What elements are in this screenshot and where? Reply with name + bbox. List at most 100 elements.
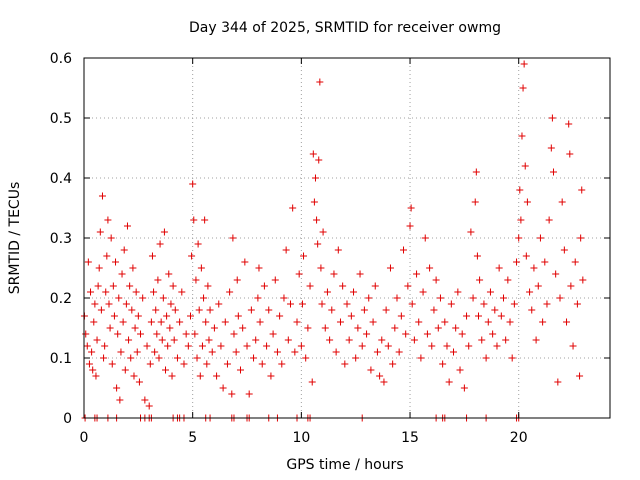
data-point xyxy=(473,252,481,260)
data-point xyxy=(298,300,306,308)
data-point xyxy=(101,342,109,350)
data-point xyxy=(423,330,431,338)
data-point xyxy=(102,288,110,296)
data-point xyxy=(510,300,518,308)
data-point xyxy=(336,318,344,326)
data-point xyxy=(447,300,455,308)
data-point xyxy=(415,318,423,326)
data-point xyxy=(315,156,323,164)
data-point xyxy=(164,342,172,350)
data-point xyxy=(126,282,134,290)
data-point xyxy=(556,294,564,302)
data-point xyxy=(159,294,167,302)
x-tick-label: 5 xyxy=(188,430,197,446)
data-point xyxy=(82,330,90,338)
data-point xyxy=(406,222,414,230)
data-point xyxy=(328,306,336,314)
data-point xyxy=(517,216,525,224)
data-point xyxy=(107,234,115,242)
x-tick-label: 10 xyxy=(292,430,310,446)
data-point xyxy=(334,246,342,254)
data-point xyxy=(558,198,566,206)
x-tick-label: 20 xyxy=(510,430,528,446)
data-point xyxy=(358,342,366,350)
data-point xyxy=(215,300,223,308)
data-point xyxy=(384,342,392,350)
data-point xyxy=(389,360,397,368)
data-point xyxy=(108,360,116,368)
data-point xyxy=(460,384,468,392)
data-point xyxy=(114,330,122,338)
data-point xyxy=(571,258,579,266)
x-tick-label: 0 xyxy=(80,430,89,446)
data-point xyxy=(471,198,479,206)
data-point xyxy=(419,288,427,296)
data-point xyxy=(489,330,497,338)
data-point xyxy=(354,324,362,332)
data-point xyxy=(123,222,131,230)
data-point xyxy=(391,324,399,332)
data-point xyxy=(369,318,377,326)
data-point xyxy=(428,342,436,350)
data-point xyxy=(267,372,275,380)
y-tick-label: 0.1 xyxy=(50,351,72,367)
y-tick-label: 0.6 xyxy=(50,51,72,67)
data-point xyxy=(256,318,264,326)
data-point xyxy=(297,342,305,350)
data-point xyxy=(573,300,581,308)
data-point xyxy=(452,324,460,332)
data-point xyxy=(378,336,386,344)
data-point xyxy=(410,336,418,344)
data-point xyxy=(518,132,526,140)
data-point xyxy=(566,150,574,158)
data-point xyxy=(106,324,114,332)
data-point xyxy=(495,264,503,272)
data-point xyxy=(386,264,394,272)
data-point xyxy=(219,384,227,392)
data-point xyxy=(233,276,241,284)
y-axis-label: SRMTID / TECUs xyxy=(7,182,23,295)
data-point xyxy=(115,294,123,302)
data-point xyxy=(458,330,466,338)
data-point xyxy=(300,252,308,260)
data-point xyxy=(332,348,340,356)
data-point xyxy=(504,276,512,284)
data-point xyxy=(116,396,124,404)
data-point xyxy=(380,378,388,386)
data-point xyxy=(502,336,510,344)
data-point xyxy=(382,306,390,314)
data-point xyxy=(321,324,329,332)
data-point xyxy=(330,270,338,278)
data-point xyxy=(195,306,203,314)
data-point xyxy=(316,78,324,86)
data-point xyxy=(187,312,195,320)
data-point xyxy=(232,348,240,356)
data-point xyxy=(152,306,160,314)
data-point xyxy=(520,60,528,68)
data-point xyxy=(532,336,540,344)
data-point xyxy=(221,318,229,326)
data-point xyxy=(526,288,534,296)
data-point xyxy=(310,198,318,206)
data-point xyxy=(539,318,547,326)
data-point xyxy=(89,366,97,374)
data-point xyxy=(313,216,321,224)
data-point xyxy=(579,276,587,284)
data-point xyxy=(486,288,494,296)
data-point xyxy=(170,336,178,344)
data-point xyxy=(280,294,288,302)
data-point xyxy=(365,294,373,302)
data-point xyxy=(150,288,158,296)
data-point xyxy=(413,270,421,278)
data-point xyxy=(360,306,368,314)
data-point xyxy=(190,216,198,224)
data-point xyxy=(133,348,141,356)
data-point xyxy=(87,288,95,296)
data-point xyxy=(545,216,553,224)
data-point xyxy=(311,174,319,182)
data-point xyxy=(319,228,327,236)
data-point xyxy=(103,252,111,260)
data-point xyxy=(352,354,360,362)
data-point xyxy=(236,366,244,374)
data-point xyxy=(284,336,292,344)
